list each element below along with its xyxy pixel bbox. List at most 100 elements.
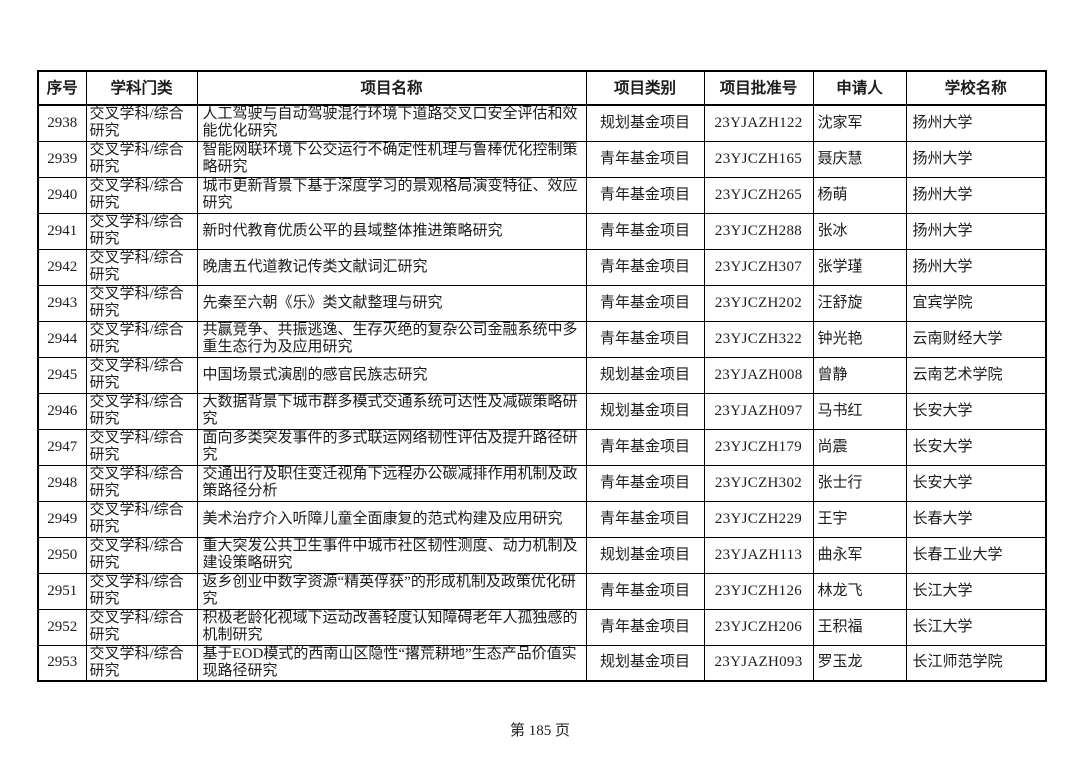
cell-grant-no: 23YJCZH302 xyxy=(703,464,814,502)
cell-seq: 2941 xyxy=(37,212,87,250)
page-number: 第 185 页 xyxy=(509,723,570,739)
table-row: 2950 交叉学科/综合研究 重大突发公共卫生事件中城市社区韧性测度、动力机制及建设… xyxy=(37,536,1047,574)
cell-applicant: 王宇 xyxy=(812,500,907,538)
cell-project-title: 重大突发公共卫生事件中城市社区韧性测度、动力机制及建设策略研究 xyxy=(196,536,587,574)
cell-school: 长春大学 xyxy=(905,500,1047,538)
cell-category: 规划基金项目 xyxy=(585,644,705,682)
cell-category: 青年基金项目 xyxy=(585,320,705,358)
cell-school: 云南艺术学院 xyxy=(905,356,1047,394)
cell-category: 青年基金项目 xyxy=(585,248,705,286)
projects-table: 序号 学科门类 项目名称 项目类别 项目批准号 申请人 学校名称 2938 交叉学… xyxy=(37,70,1047,682)
header-school: 学校名称 xyxy=(905,70,1047,106)
cell-project-title: 人工驾驶与自动驾驶混行环境下道路交叉口安全评估和效能优化研究 xyxy=(196,104,587,142)
cell-applicant: 沈家军 xyxy=(812,104,907,142)
cell-school: 长江大学 xyxy=(905,572,1047,610)
cell-seq: 2946 xyxy=(37,392,87,430)
cell-project-title: 晚唐五代道教记传类文献词汇研究 xyxy=(196,248,587,286)
cell-seq: 2949 xyxy=(37,500,87,538)
cell-discipline: 交叉学科/综合研究 xyxy=(85,320,198,358)
header-title: 项目名称 xyxy=(196,70,587,106)
cell-applicant: 王积福 xyxy=(812,608,907,646)
cell-seq: 2952 xyxy=(37,608,87,646)
cell-project-title: 智能网联环境下公交运行不确定性机理与鲁棒优化控制策略研究 xyxy=(196,140,587,178)
cell-project-title: 新时代教育优质公平的县域整体推进策略研究 xyxy=(196,212,587,250)
cell-discipline: 交叉学科/综合研究 xyxy=(85,464,198,502)
cell-seq: 2951 xyxy=(37,572,87,610)
cell-applicant: 聂庆慧 xyxy=(812,140,907,178)
cell-grant-no: 23YJAZH093 xyxy=(703,644,814,682)
cell-discipline: 交叉学科/综合研究 xyxy=(85,176,198,214)
table-row: 2948 交叉学科/综合研究 交通出行及职住变迁视角下远程办公碳减排作用机制及政策路… xyxy=(37,464,1047,502)
table-row: 2946 交叉学科/综合研究 大数据背景下城市群多模式交通系统可达性及减碳策略研究规… xyxy=(37,392,1047,430)
cell-category: 青年基金项目 xyxy=(585,140,705,178)
cell-applicant: 尚震 xyxy=(812,428,907,466)
cell-applicant: 马书红 xyxy=(812,392,907,430)
cell-seq: 2942 xyxy=(37,248,87,286)
cell-discipline: 交叉学科/综合研究 xyxy=(85,428,198,466)
cell-category: 规划基金项目 xyxy=(585,356,705,394)
cell-category: 青年基金项目 xyxy=(585,212,705,250)
header-grant-no: 项目批准号 xyxy=(703,70,814,106)
cell-project-title: 交通出行及职住变迁视角下远程办公碳减排作用机制及政策路径分析 xyxy=(196,464,587,502)
table-row: 2952 交叉学科/综合研究 积极老龄化视域下运动改善轻度认知障碍老年人孤独感的机制… xyxy=(37,608,1047,646)
cell-project-title: 面向多类突发事件的多式联运网络韧性评估及提升路径研究 xyxy=(196,428,587,466)
header-seq: 序号 xyxy=(37,70,87,106)
cell-school: 长江大学 xyxy=(905,608,1047,646)
cell-grant-no: 23YJCZH265 xyxy=(703,176,814,214)
cell-applicant: 曲永军 xyxy=(812,536,907,574)
cell-category: 青年基金项目 xyxy=(585,284,705,322)
projects-table-wrap: 序号 学科门类 项目名称 项目类别 项目批准号 申请人 学校名称 2938 交叉学… xyxy=(37,70,1047,682)
cell-discipline: 交叉学科/综合研究 xyxy=(85,608,198,646)
cell-category: 青年基金项目 xyxy=(585,500,705,538)
cell-grant-no: 23YJAZH097 xyxy=(703,392,814,430)
cell-project-title: 积极老龄化视域下运动改善轻度认知障碍老年人孤独感的机制研究 xyxy=(196,608,587,646)
table-row: 2943 交叉学科/综合研究 先秦至六朝《乐》类文献整理与研究 青年基金项目 23YJC… xyxy=(37,284,1047,322)
header-category: 项目类别 xyxy=(585,70,705,106)
cell-applicant: 曾静 xyxy=(812,356,907,394)
cell-project-title: 美术治疗介入听障儿童全面康复的范式构建及应用研究 xyxy=(196,500,587,538)
cell-grant-no: 23YJCZH165 xyxy=(703,140,814,178)
cell-school: 扬州大学 xyxy=(905,248,1047,286)
table-row: 2941 交叉学科/综合研究 新时代教育优质公平的县域整体推进策略研究 青年基金项目 2… xyxy=(37,212,1047,250)
table-header: 序号 学科门类 项目名称 项目类别 项目批准号 申请人 学校名称 xyxy=(37,70,1047,106)
cell-seq: 2953 xyxy=(37,644,87,682)
cell-grant-no: 23YJAZH113 xyxy=(703,536,814,574)
cell-applicant: 林龙飞 xyxy=(812,572,907,610)
cell-school: 扬州大学 xyxy=(905,176,1047,214)
cell-seq: 2944 xyxy=(37,320,87,358)
table-row: 2939 交叉学科/综合研究 智能网联环境下公交运行不确定性机理与鲁棒优化控制策略研… xyxy=(37,140,1047,178)
cell-category: 青年基金项目 xyxy=(585,176,705,214)
cell-discipline: 交叉学科/综合研究 xyxy=(85,500,198,538)
table-row: 2947 交叉学科/综合研究 面向多类突发事件的多式联运网络韧性评估及提升路径研究青… xyxy=(37,428,1047,466)
cell-grant-no: 23YJCZH288 xyxy=(703,212,814,250)
cell-seq: 2943 xyxy=(37,284,87,322)
cell-project-title: 大数据背景下城市群多模式交通系统可达性及减碳策略研究 xyxy=(196,392,587,430)
cell-category: 青年基金项目 xyxy=(585,464,705,502)
cell-project-title: 共赢竞争、共振逃逸、生存灭绝的复杂公司金融系统中多重生态行为及应用研究 xyxy=(196,320,587,358)
cell-applicant: 张冰 xyxy=(812,212,907,250)
cell-category: 规划基金项目 xyxy=(585,104,705,142)
cell-school: 扬州大学 xyxy=(905,104,1047,142)
cell-project-title: 城市更新背景下基于深度学习的景观格局演变特征、效应研究 xyxy=(196,176,587,214)
cell-seq: 2950 xyxy=(37,536,87,574)
cell-category: 青年基金项目 xyxy=(585,608,705,646)
cell-category: 规划基金项目 xyxy=(585,536,705,574)
cell-school: 宜宾学院 xyxy=(905,284,1047,322)
cell-project-title: 基于EOD模式的西南山区隐性“撂荒耕地”生态产品价值实现路径研究 xyxy=(196,644,587,682)
table-row: 2953 交叉学科/综合研究 基于EOD模式的西南山区隐性“撂荒耕地”生态产品价值实… xyxy=(37,644,1047,682)
table-row: 2938 交叉学科/综合研究 人工驾驶与自动驾驶混行环境下道路交叉口安全评估和效能优… xyxy=(37,104,1047,142)
cell-discipline: 交叉学科/综合研究 xyxy=(85,104,198,142)
cell-seq: 2939 xyxy=(37,140,87,178)
cell-discipline: 交叉学科/综合研究 xyxy=(85,284,198,322)
cell-discipline: 交叉学科/综合研究 xyxy=(85,212,198,250)
table-row: 2940 交叉学科/综合研究 城市更新背景下基于深度学习的景观格局演变特征、效应研究… xyxy=(37,176,1047,214)
cell-applicant: 汪舒旋 xyxy=(812,284,907,322)
cell-applicant: 张学瑾 xyxy=(812,248,907,286)
header-discipline: 学科门类 xyxy=(85,70,198,106)
cell-school: 长安大学 xyxy=(905,464,1047,502)
cell-school: 云南财经大学 xyxy=(905,320,1047,358)
table-row: 2951 交叉学科/综合研究 返乡创业中数字资源“精英俘获”的形成机制及政策优化研究… xyxy=(37,572,1047,610)
cell-discipline: 交叉学科/综合研究 xyxy=(85,644,198,682)
cell-school: 扬州大学 xyxy=(905,212,1047,250)
cell-seq: 2938 xyxy=(37,104,87,142)
